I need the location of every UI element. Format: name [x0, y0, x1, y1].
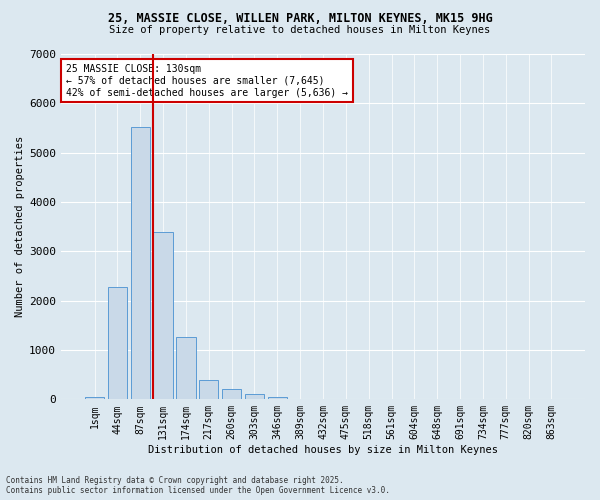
Text: Contains HM Land Registry data © Crown copyright and database right 2025.
Contai: Contains HM Land Registry data © Crown c…: [6, 476, 390, 495]
Text: Size of property relative to detached houses in Milton Keynes: Size of property relative to detached ho…: [109, 25, 491, 35]
Bar: [245, 394, 264, 400]
Y-axis label: Number of detached properties: Number of detached properties: [15, 136, 25, 318]
Bar: [154, 232, 173, 400]
Bar: [268, 396, 287, 400]
Bar: [199, 380, 218, 400]
Text: 25 MASSIE CLOSE: 130sqm
← 57% of detached houses are smaller (7,645)
42% of semi: 25 MASSIE CLOSE: 130sqm ← 57% of detache…: [66, 64, 348, 98]
Bar: [131, 127, 150, 400]
Bar: [85, 396, 104, 400]
Text: 25, MASSIE CLOSE, WILLEN PARK, MILTON KEYNES, MK15 9HG: 25, MASSIE CLOSE, WILLEN PARK, MILTON KE…: [107, 12, 493, 26]
X-axis label: Distribution of detached houses by size in Milton Keynes: Distribution of detached houses by size …: [148, 445, 498, 455]
Bar: [107, 287, 127, 400]
Bar: [176, 337, 196, 400]
Bar: [222, 389, 241, 400]
